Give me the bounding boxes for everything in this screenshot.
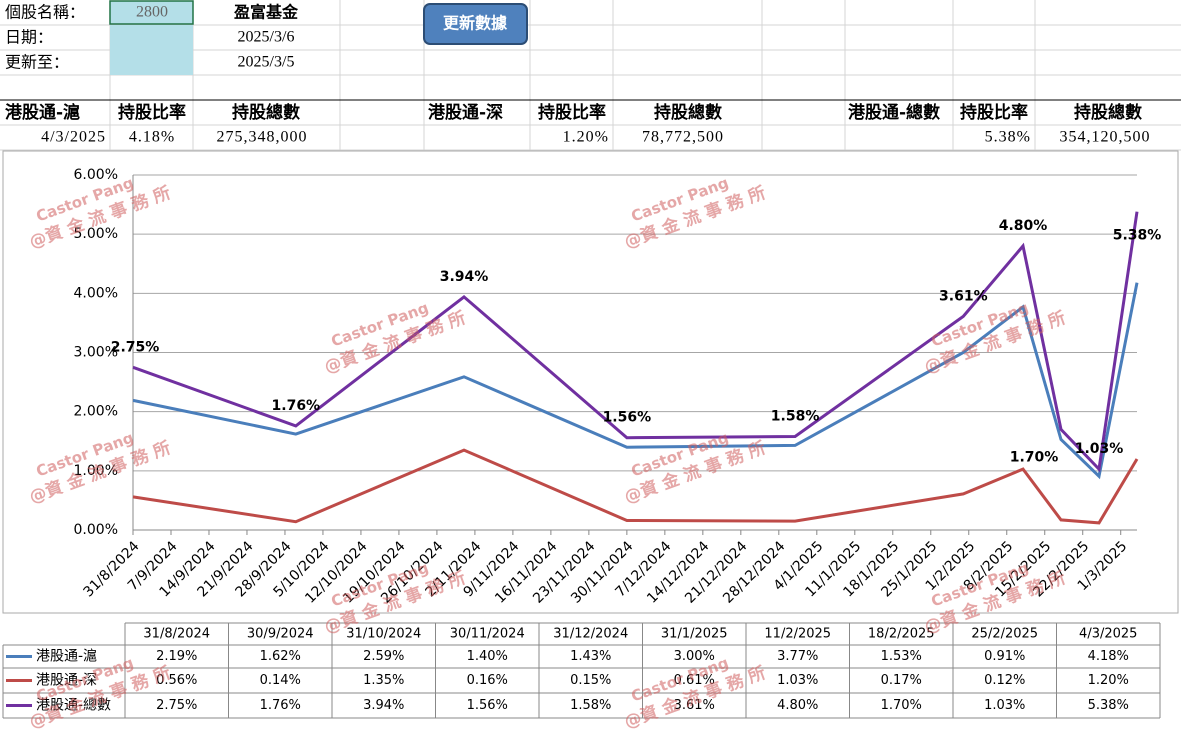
cell-text: 2800 bbox=[136, 4, 168, 21]
table-value: 1.56% bbox=[467, 698, 508, 713]
data-label: 4.80% bbox=[999, 218, 1048, 234]
series-line bbox=[132, 448, 1139, 525]
update-button-label: 更新數據 bbox=[443, 14, 508, 33]
input-cell bbox=[109, 0, 194, 25]
summary-header: 持股總數 bbox=[1074, 102, 1142, 123]
table-header: 18/2/2025 bbox=[868, 627, 935, 642]
table-value: 1.43% bbox=[570, 649, 611, 664]
summary-value: 5.38% bbox=[985, 129, 1031, 146]
summary-header: 持股總數 bbox=[232, 102, 300, 123]
data-label: 1.76% bbox=[272, 398, 321, 414]
summary-value: 4.18% bbox=[129, 129, 175, 146]
table-value: 0.17% bbox=[881, 673, 922, 688]
cell-text: 盈富基金 bbox=[233, 3, 299, 22]
series-line bbox=[132, 211, 1139, 473]
series-line bbox=[132, 282, 1139, 480]
table-value: 1.53% bbox=[881, 649, 922, 664]
summary-header: 持股總數 bbox=[654, 102, 722, 123]
table-value: 1.40% bbox=[467, 649, 508, 664]
y-tick-label: 1.00% bbox=[74, 463, 118, 479]
table-value: 2.19% bbox=[156, 649, 197, 664]
table-value: 0.56% bbox=[156, 673, 197, 688]
table-value: 2.75% bbox=[156, 698, 197, 713]
summary-value: 1.20% bbox=[563, 129, 609, 146]
table-header: 25/2/2025 bbox=[971, 627, 1038, 642]
y-tick-label: 5.00% bbox=[74, 226, 118, 242]
cell-text: 2025/3/5 bbox=[238, 54, 295, 71]
summary-header: 港股通-滬 bbox=[5, 102, 80, 123]
table-value: 1.03% bbox=[984, 698, 1025, 713]
table-value: 1.35% bbox=[363, 673, 404, 688]
table-value: 2.59% bbox=[363, 649, 404, 664]
summary-header: 持股比率 bbox=[118, 102, 186, 123]
y-tick-label: 6.00% bbox=[74, 167, 118, 183]
table-value: 3.77% bbox=[777, 649, 818, 664]
table-value: 0.14% bbox=[260, 673, 301, 688]
table-value: 1.62% bbox=[260, 649, 301, 664]
cell-text: 日期： bbox=[5, 28, 53, 47]
table-value: 1.20% bbox=[1088, 673, 1129, 688]
table-value: 0.15% bbox=[570, 673, 611, 688]
table-value: 0.12% bbox=[984, 673, 1025, 688]
table-header: 31/8/2024 bbox=[143, 627, 210, 642]
table-header: 30/11/2024 bbox=[450, 627, 525, 642]
data-label: 1.03% bbox=[1075, 441, 1124, 457]
y-tick-label: 2.00% bbox=[74, 404, 118, 420]
table-value: 3.00% bbox=[674, 649, 715, 664]
table-value: 0.91% bbox=[984, 649, 1025, 664]
summary-header: 港股通-總數 bbox=[848, 102, 940, 123]
table-value: 3.94% bbox=[363, 698, 404, 713]
data-label: 1.70% bbox=[1010, 449, 1059, 465]
summary-value: 78,772,500 bbox=[642, 129, 724, 146]
table-header: 11/2/2025 bbox=[764, 627, 831, 642]
data-label: 1.58% bbox=[771, 409, 820, 425]
cell-text: 更新至： bbox=[5, 53, 69, 72]
table-value: 4.80% bbox=[777, 698, 818, 713]
summary-value: 4/3/2025 bbox=[41, 129, 106, 146]
y-tick-label: 0.00% bbox=[74, 522, 118, 538]
table-header: 4/3/2025 bbox=[1079, 627, 1137, 642]
cell-text: 2025/3/6 bbox=[238, 29, 295, 46]
table-value: 1.03% bbox=[777, 673, 818, 688]
legend-label: 港股通-總數 bbox=[36, 697, 111, 714]
input-cell bbox=[110, 25, 193, 75]
table-header: 30/9/2024 bbox=[247, 627, 314, 642]
table-header: 31/10/2024 bbox=[346, 627, 421, 642]
table-header: 31/12/2024 bbox=[553, 627, 628, 642]
y-tick-label: 4.00% bbox=[74, 285, 118, 301]
table-value: 0.61% bbox=[674, 673, 715, 688]
summary-value: 354,120,500 bbox=[1060, 129, 1151, 146]
legend-label: 港股通-滬 bbox=[36, 648, 97, 665]
cell-text: 個股名稱： bbox=[5, 3, 85, 22]
data-label: 5.38% bbox=[1113, 228, 1162, 244]
y-tick-label: 3.00% bbox=[74, 345, 118, 361]
table-value: 0.16% bbox=[467, 673, 508, 688]
table-value: 1.58% bbox=[570, 698, 611, 713]
table-header: 31/1/2025 bbox=[661, 627, 728, 642]
table-value: 1.76% bbox=[260, 698, 301, 713]
chart-area bbox=[2, 150, 1179, 614]
data-label: 1.56% bbox=[603, 410, 652, 426]
legend-label: 港股通-深 bbox=[36, 673, 97, 689]
update-button[interactable] bbox=[423, 3, 528, 45]
table-value: 5.38% bbox=[1088, 698, 1129, 713]
table-value: 1.70% bbox=[881, 698, 922, 713]
summary-value: 275,348,000 bbox=[217, 129, 308, 146]
summary-header: 港股通-深 bbox=[428, 102, 503, 123]
data-label: 3.94% bbox=[440, 269, 489, 285]
table-value: 4.18% bbox=[1088, 649, 1129, 664]
summary-header: 持股比率 bbox=[538, 102, 606, 123]
table-value: 3.61% bbox=[674, 698, 715, 713]
summary-header: 持股比率 bbox=[960, 102, 1028, 123]
data-label: 2.75% bbox=[111, 339, 160, 355]
data-label: 3.61% bbox=[939, 288, 988, 304]
